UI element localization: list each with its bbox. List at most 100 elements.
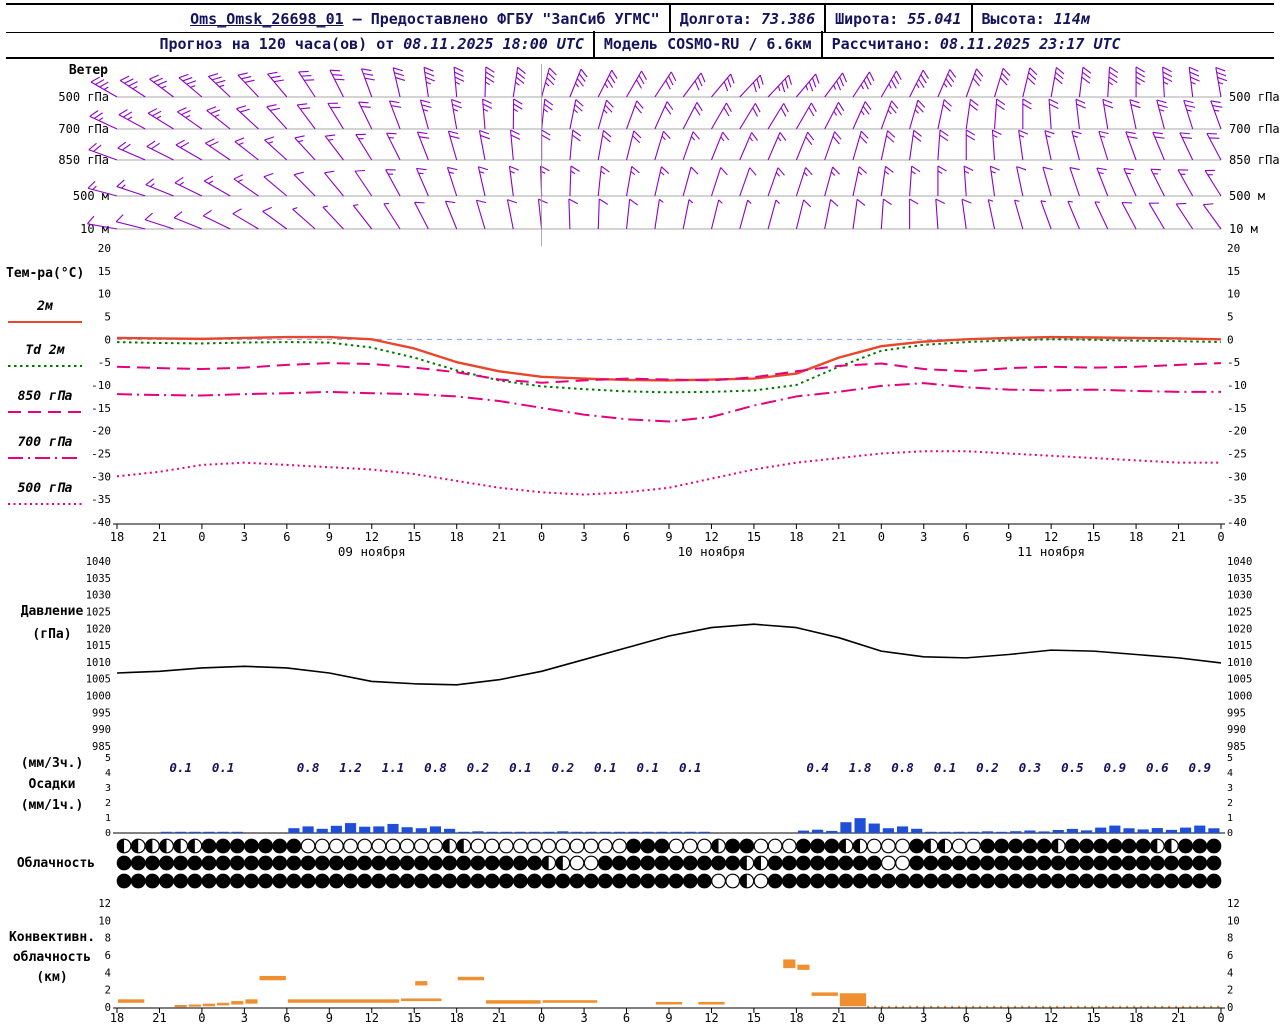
line xyxy=(974,73,982,82)
line xyxy=(419,136,430,139)
wind-barb xyxy=(682,102,703,130)
line xyxy=(682,166,692,197)
line xyxy=(909,166,913,197)
longitude-label: Долгота: xyxy=(679,9,752,28)
precip-bar xyxy=(1151,828,1163,833)
line xyxy=(322,206,344,230)
cloud-cover-symbol-filled xyxy=(470,873,486,889)
line xyxy=(990,170,996,174)
line xyxy=(866,75,872,86)
cloud-cover-symbol-filled xyxy=(626,838,642,854)
wind-barb xyxy=(654,101,674,130)
line xyxy=(328,138,334,141)
precip-bar xyxy=(571,831,583,833)
cloud-cover-symbol-filled xyxy=(654,873,670,889)
forecast-label: Прогноз на 120 часа(ов) от xyxy=(159,35,395,53)
wind-barb xyxy=(450,98,462,130)
wind-barb xyxy=(444,200,458,230)
precip-bar xyxy=(911,828,923,833)
wind-barb xyxy=(989,165,1000,197)
cloud-cover-symbol-filled xyxy=(1064,838,1080,854)
line xyxy=(654,199,660,230)
cloud-cover-symbol-filled xyxy=(456,873,472,889)
wind-level-label-right: 500 м xyxy=(1229,189,1265,203)
line xyxy=(1076,103,1086,109)
precip-bar xyxy=(868,823,880,833)
line xyxy=(515,76,525,84)
precip-bar xyxy=(387,823,399,833)
line xyxy=(422,109,429,112)
line xyxy=(234,137,245,143)
line xyxy=(767,199,777,230)
line xyxy=(121,184,126,189)
line xyxy=(1203,203,1214,206)
cloud-cover-symbol-open xyxy=(357,838,373,854)
precip-bar xyxy=(528,831,541,833)
cloud-cover-symbol-filled xyxy=(696,873,712,889)
line xyxy=(834,131,842,140)
cloud-cover-symbol-filled xyxy=(597,855,613,871)
precip-bar xyxy=(684,831,696,833)
cloud-cover-symbol-filled xyxy=(229,838,245,854)
line xyxy=(630,170,636,176)
cloud-cover-half-fill xyxy=(839,839,846,853)
precip-ytick-right: 2 xyxy=(1227,798,1233,809)
line xyxy=(606,99,614,108)
line xyxy=(485,71,495,78)
line xyxy=(751,132,759,141)
line xyxy=(893,75,900,85)
line xyxy=(661,135,666,141)
line xyxy=(920,74,927,84)
line xyxy=(1214,109,1220,112)
cloud-cover-symbol-filled xyxy=(371,873,387,889)
line xyxy=(1082,66,1092,74)
convective-cloud-bar xyxy=(457,976,484,981)
line xyxy=(939,129,949,137)
line xyxy=(127,116,133,120)
cloud-cover-symbol-filled xyxy=(909,873,925,889)
line xyxy=(815,73,820,84)
cloud-cover-symbol-filled xyxy=(640,838,656,854)
cloud-cover-symbol-filled xyxy=(1107,873,1123,889)
line xyxy=(1162,71,1173,78)
precip-ytick-right: 0 xyxy=(1227,828,1233,839)
pressure-curve xyxy=(116,623,1222,686)
line xyxy=(358,101,369,104)
line xyxy=(909,130,915,161)
line xyxy=(1049,103,1059,109)
cloud-cover-symbol-filled xyxy=(201,873,217,889)
cloud-cover-symbol-filled xyxy=(399,855,415,871)
line xyxy=(852,199,858,230)
wind-barb xyxy=(205,138,231,161)
line xyxy=(173,211,183,219)
wind-barb xyxy=(419,99,432,130)
convective-cloud-bar xyxy=(231,1001,244,1005)
cloud-cover-symbol-filled xyxy=(328,873,344,889)
line xyxy=(1157,104,1168,109)
line xyxy=(859,135,868,144)
cloud-cover-symbol-filled xyxy=(300,855,316,871)
convective-cloud-bar xyxy=(542,1000,598,1003)
wind-barb xyxy=(1177,169,1194,197)
precip-3h-value: 1.8 xyxy=(849,760,872,775)
line xyxy=(516,71,526,79)
cloud-cover-symbol-filled xyxy=(286,855,302,871)
line xyxy=(298,70,309,73)
header-divider xyxy=(820,31,823,57)
forecast-time: 08.11.2025 18:00 UTC xyxy=(403,35,584,53)
cloud-cover-symbol-filled xyxy=(1036,873,1052,889)
line xyxy=(178,73,189,79)
wind-barb xyxy=(1067,200,1080,230)
line xyxy=(485,81,490,86)
cloud-cover-symbol-filled xyxy=(1107,855,1123,871)
line xyxy=(1056,67,1065,75)
line xyxy=(206,106,217,111)
wind-barb xyxy=(795,199,812,230)
line xyxy=(654,71,672,98)
line xyxy=(1094,201,1109,230)
wind-barb xyxy=(233,174,259,197)
line xyxy=(506,199,514,230)
latitude-label: Широта: xyxy=(835,9,899,28)
legend-label-0: 2м xyxy=(36,299,53,314)
wind-barb xyxy=(569,68,588,98)
